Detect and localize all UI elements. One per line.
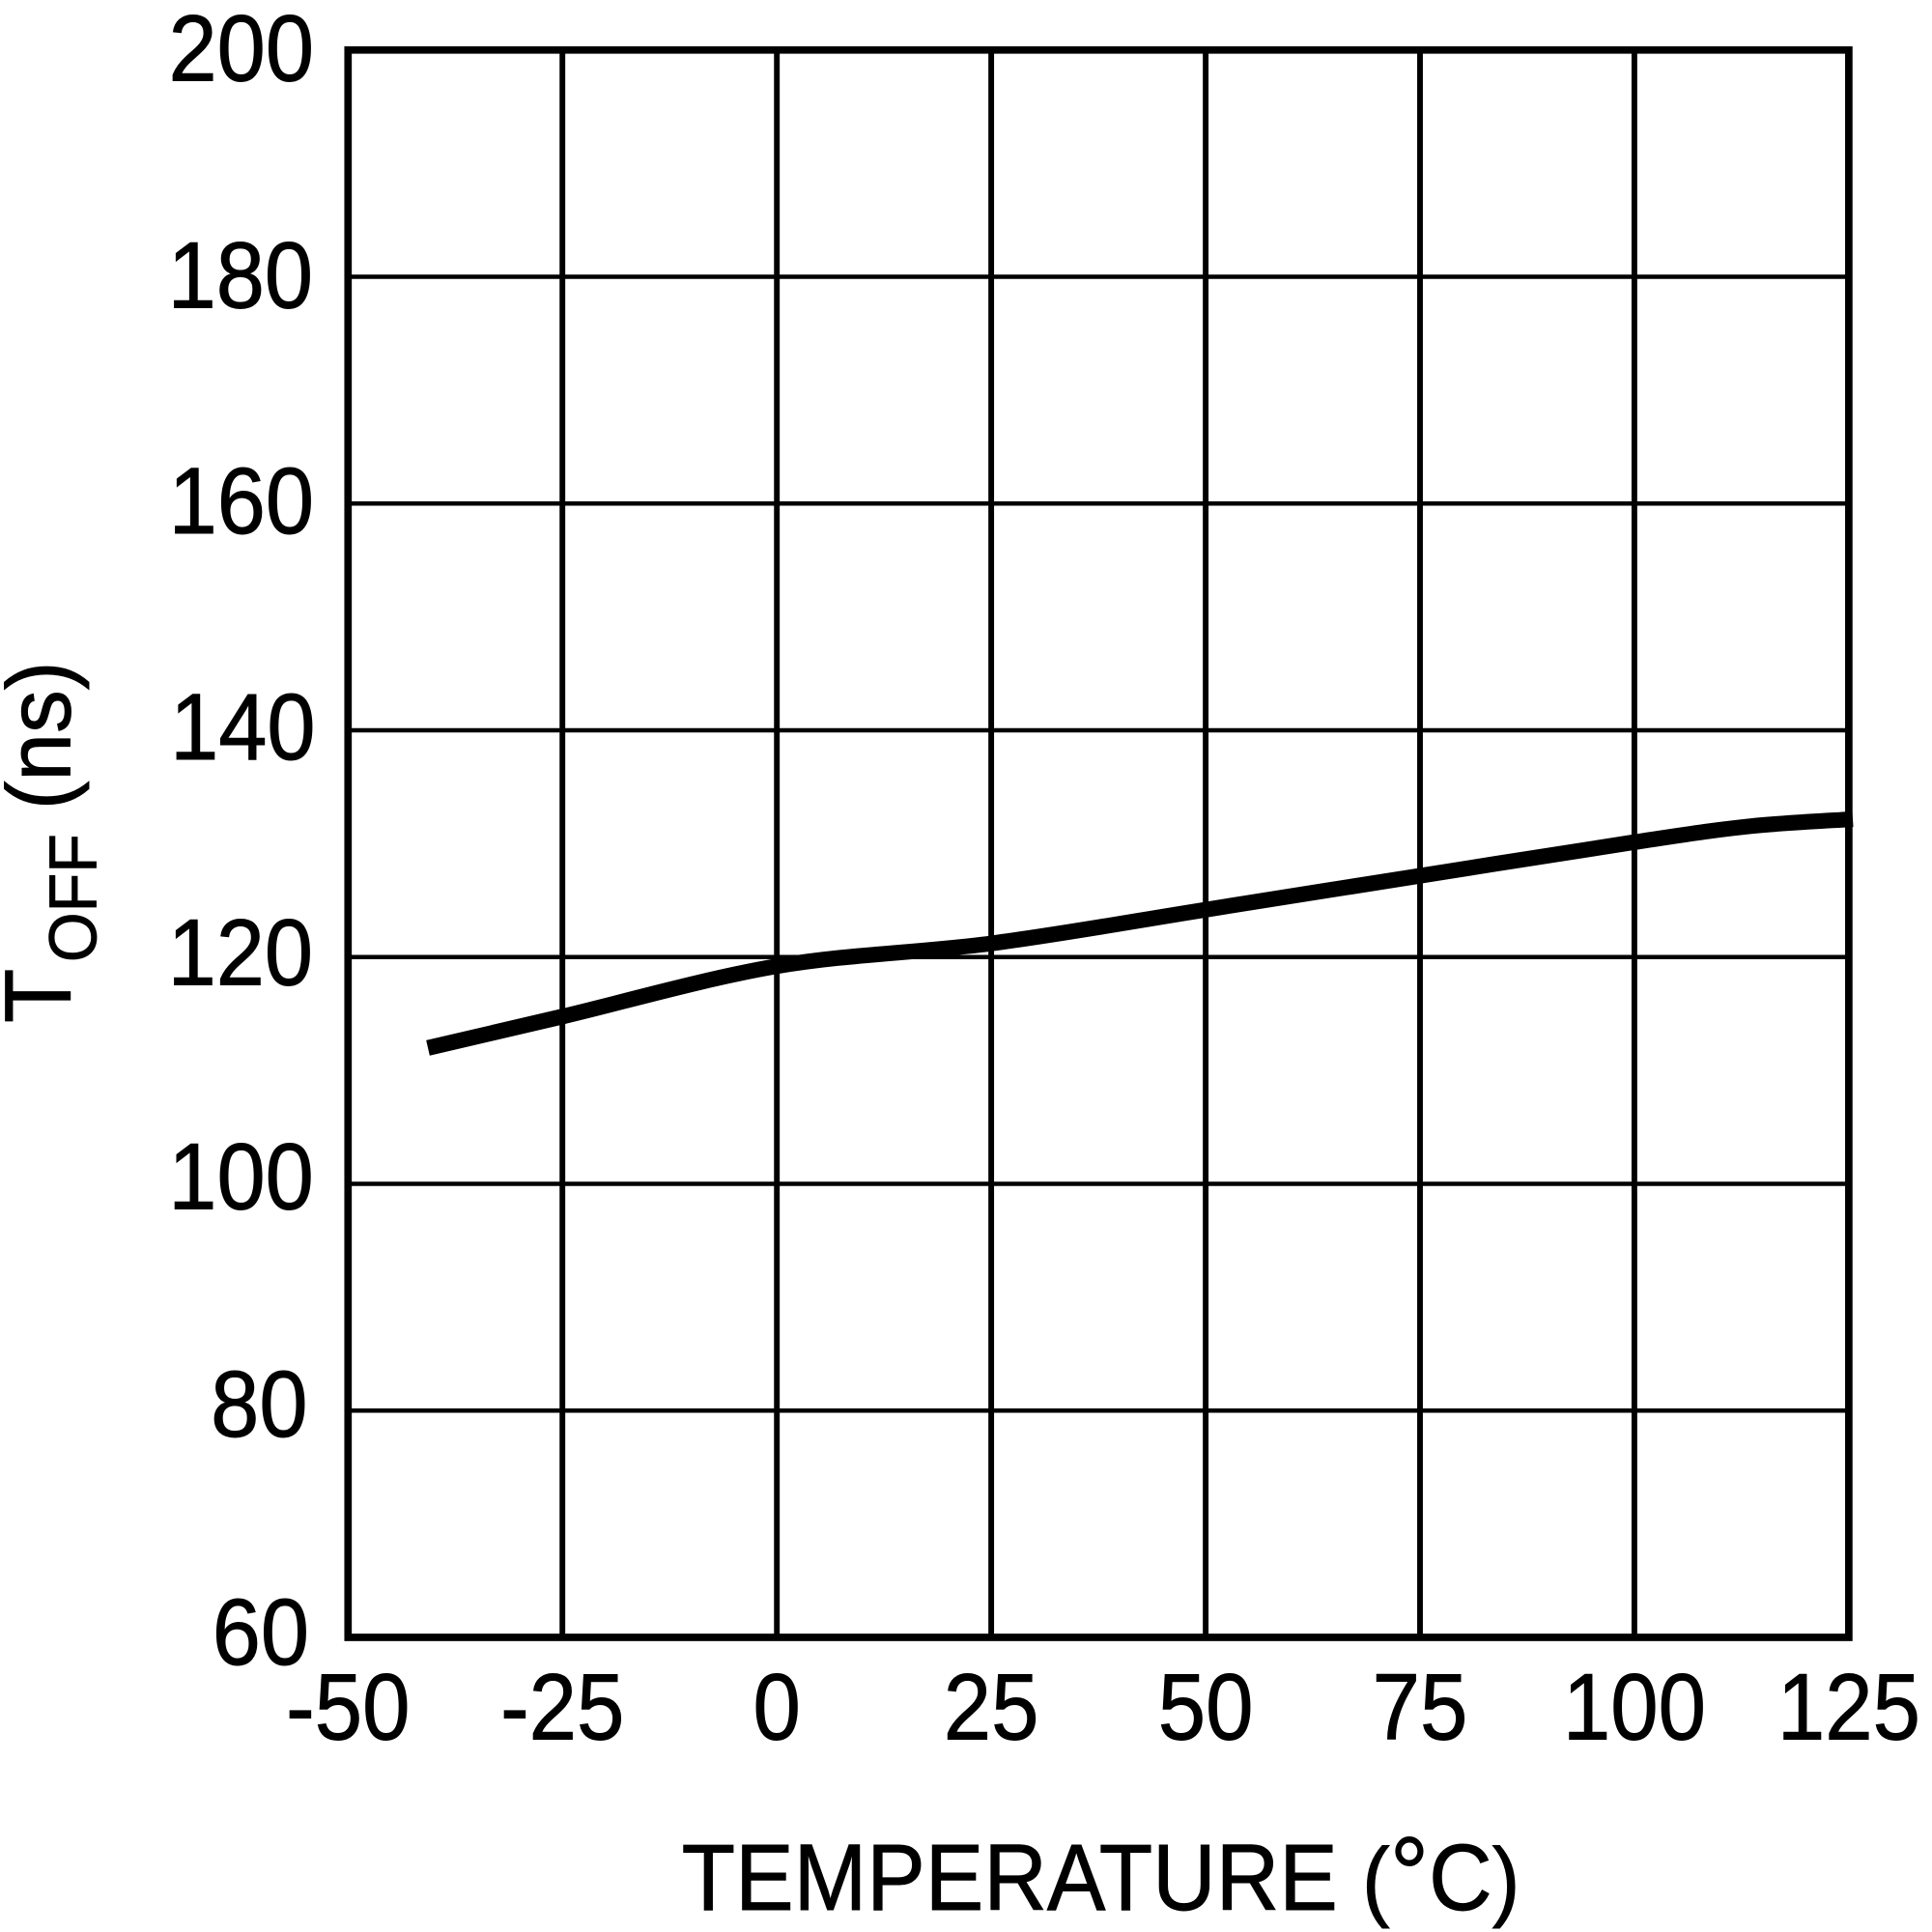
svg-text:60: 60 — [213, 1579, 309, 1685]
svg-text:75: 75 — [1373, 1655, 1468, 1760]
svg-text:140: 140 — [170, 674, 315, 780]
svg-text:125: 125 — [1777, 1655, 1920, 1760]
svg-text:-25: -25 — [500, 1655, 624, 1760]
svg-text:180: 180 — [168, 223, 313, 328]
svg-text:0: 0 — [753, 1655, 801, 1760]
svg-text:160: 160 — [169, 448, 314, 554]
svg-text:100: 100 — [1563, 1655, 1706, 1760]
svg-text:200: 200 — [169, 0, 314, 100]
svg-text:25: 25 — [944, 1655, 1039, 1760]
svg-text:TEMPERATURE (°C): TEMPERATURE (°C) — [682, 1816, 1520, 1932]
svg-text:50: 50 — [1158, 1655, 1254, 1760]
svg-text:-50: -50 — [286, 1655, 410, 1760]
svg-text:120: 120 — [168, 900, 313, 1006]
svg-text:80: 80 — [211, 1351, 307, 1457]
svg-text:100: 100 — [168, 1123, 313, 1229]
